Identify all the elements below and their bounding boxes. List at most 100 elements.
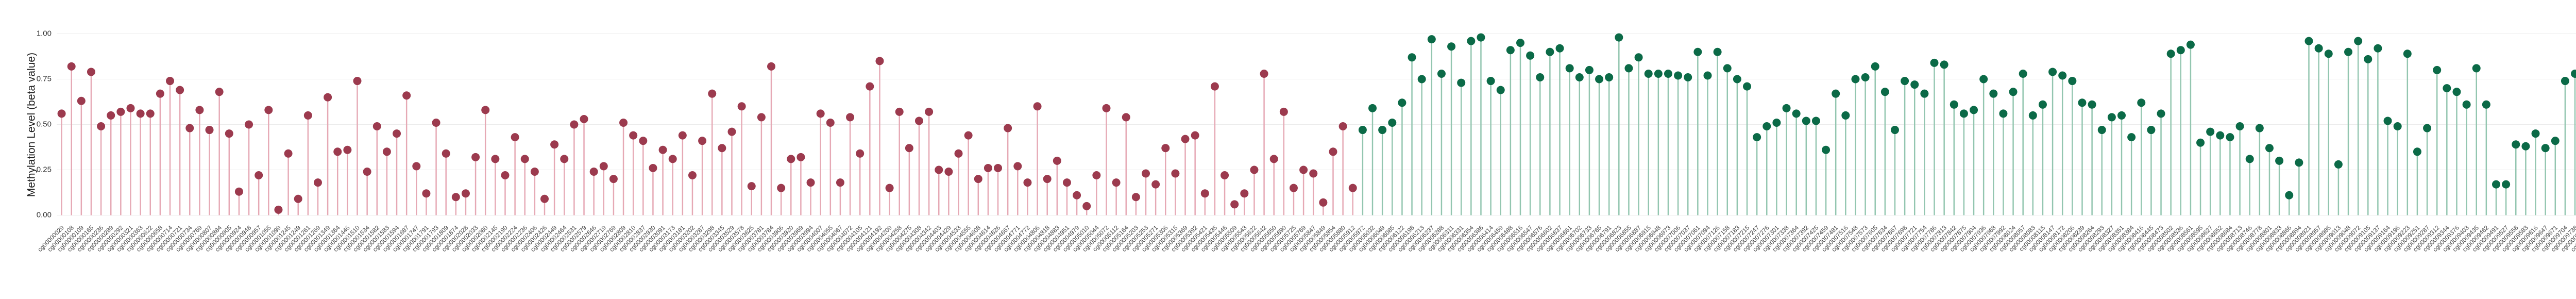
dot [2078, 98, 2087, 107]
dot [2235, 122, 2244, 131]
dot [2364, 55, 2372, 63]
dot [303, 111, 312, 120]
dot [1447, 42, 1456, 51]
dot [570, 120, 579, 129]
dot [1477, 33, 1485, 42]
dot [2393, 122, 2402, 131]
dot [2571, 69, 2576, 78]
y-tick-label: 0.00 [37, 210, 52, 219]
dot [1920, 89, 1929, 98]
dot [2561, 77, 2569, 86]
dot [1457, 78, 1466, 87]
dot [1250, 165, 1259, 174]
dot [2028, 111, 2037, 120]
dot [1743, 82, 1752, 91]
dot [107, 111, 115, 120]
dot [511, 133, 519, 142]
dot [1279, 107, 1288, 116]
dot [2413, 147, 2421, 156]
dot [1802, 117, 1810, 125]
dot [274, 205, 283, 214]
dot [67, 62, 76, 71]
dot [2324, 49, 2333, 58]
dot [649, 163, 657, 172]
dot [639, 137, 648, 145]
dot [619, 118, 628, 127]
dot [1979, 75, 1988, 84]
dot [530, 167, 539, 176]
dot [2512, 140, 2520, 149]
dot [2374, 44, 2382, 53]
dot [1506, 46, 1515, 55]
dot [1467, 37, 1476, 45]
dot [2019, 69, 2027, 78]
dot [777, 184, 786, 192]
dot [372, 122, 381, 131]
dot [2255, 124, 2264, 132]
dot [1230, 200, 1239, 209]
dot [2265, 144, 2274, 153]
dot [836, 178, 844, 187]
dot [964, 131, 973, 140]
dot [1221, 171, 1229, 180]
dot [2295, 158, 2303, 167]
dot [2275, 156, 2284, 165]
dot [1861, 73, 1870, 82]
dot [954, 149, 963, 158]
dot [1408, 53, 1416, 62]
y-tick-label: 0.75 [37, 74, 52, 83]
dot [1526, 51, 1535, 60]
dot [1634, 53, 1643, 62]
dot [2048, 68, 2057, 76]
dot [2176, 46, 2185, 55]
dot [1723, 64, 1732, 73]
dot [1131, 193, 1140, 202]
dot [2334, 160, 2343, 169]
dot [1309, 169, 1318, 178]
dot [2472, 64, 2481, 73]
dot [353, 77, 362, 86]
dot [284, 149, 293, 158]
dot [1319, 198, 1328, 207]
dot [1772, 118, 1781, 127]
dot [1703, 71, 1712, 80]
dot [1644, 69, 1653, 78]
dot [1013, 162, 1022, 171]
dot [806, 178, 815, 187]
dot [1575, 73, 1584, 82]
dot [1191, 131, 1199, 140]
dot [215, 88, 224, 96]
dot [1348, 184, 1357, 192]
dot [1200, 189, 1209, 198]
dot [2354, 37, 2363, 45]
dot [442, 149, 450, 158]
y-tick-label: 1.00 [37, 29, 52, 38]
y-tick-label: 0.50 [37, 120, 52, 128]
dot [1427, 35, 1436, 44]
dot [2058, 71, 2067, 80]
dot [757, 113, 766, 122]
dot [2147, 126, 2156, 135]
dot [1023, 178, 1032, 187]
y-tick-label: 0.25 [37, 165, 52, 174]
dot [1260, 69, 1268, 78]
dot [698, 137, 707, 145]
dot [225, 129, 233, 138]
dot [2482, 100, 2490, 109]
dot [2157, 109, 2165, 118]
dot [1970, 106, 1978, 114]
dot [116, 107, 125, 116]
dot [1181, 135, 1190, 143]
dot [333, 147, 342, 156]
dot [1989, 89, 1998, 98]
dot [1910, 80, 1919, 89]
dot [1811, 117, 1820, 125]
dot [1102, 104, 1111, 112]
dot [2462, 100, 2471, 109]
dot [944, 167, 953, 176]
dot [1151, 180, 1160, 189]
dot [914, 117, 923, 125]
dot [974, 175, 982, 184]
dot [324, 93, 332, 102]
